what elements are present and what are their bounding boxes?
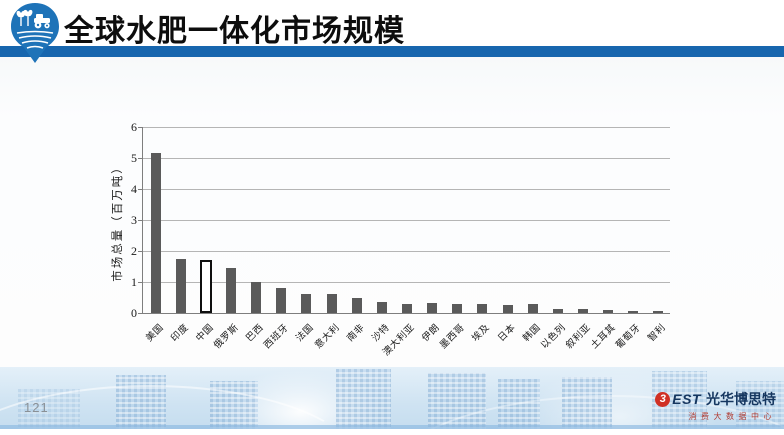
bar-美国 [150, 153, 161, 313]
y-tick-label-6: 6 [131, 120, 137, 134]
footer-band: 121 3 EST 光华博思特 消费大数据中心 [0, 367, 784, 435]
bar-韩国 [527, 303, 538, 313]
gridline-y-6 [143, 126, 670, 128]
title-divider-bar [0, 46, 784, 57]
bar-印度 [175, 258, 186, 313]
bar-意大利 [326, 294, 337, 313]
gridline-y-4 [143, 188, 670, 190]
bar-中国 [199, 260, 212, 313]
brand-est-text: EST [672, 391, 701, 407]
y-tick-label-3: 3 [131, 213, 137, 227]
bar-叙利亚 [578, 309, 588, 313]
y-tick-label-0: 0 [131, 306, 137, 320]
gridline-y-2 [143, 250, 670, 252]
gridline-y-5 [143, 157, 670, 159]
chart-panel: 市场总量（百万吨） 0 1 2 3 4 5 6 美国 印度 中国 俄罗斯 巴西 西班牙 法国 意大利 南非 沙特… [0, 57, 784, 367]
page-number: 121 [24, 400, 49, 415]
y-tick-mark [138, 250, 143, 252]
brand-subtitle: 消费大数据中心 [688, 412, 776, 421]
gridline-y-1 [143, 281, 670, 283]
slide-header: 全球水肥一体化市场规模 [0, 0, 784, 48]
bar-chart-plot-area: 0 1 2 3 4 5 6 美国 印度 中国 俄罗斯 巴西 西班牙 法国 意大利 南非 沙特 澳大利亚 伊朗 墨西哥埃… [131, 120, 670, 358]
best-circle-b-icon: 3 [655, 391, 671, 407]
brand-company-name: 光华博思特 [706, 391, 776, 407]
brand-logo-row: 3 EST 光华博思特 [655, 389, 776, 409]
gridline-y-3 [143, 219, 670, 221]
bar-以色列 [552, 309, 563, 313]
bar-沙特 [376, 302, 387, 313]
y-tick-mark [138, 219, 143, 221]
brand-logo: 3 EST 光华博思特 消费大数据中心 [655, 389, 776, 422]
bar-澳大利亚 [402, 303, 412, 313]
bar-西班牙 [276, 288, 287, 313]
bar-墨西哥 [452, 303, 463, 313]
page-title: 全球水肥一体化市场规模 [64, 15, 405, 48]
bar-法国 [301, 293, 312, 313]
bar-葡萄牙 [628, 311, 639, 313]
y-tick-label-2: 2 [131, 244, 137, 258]
skyline-building [336, 369, 391, 429]
bar-伊朗 [427, 302, 438, 313]
y-tick-label-5: 5 [131, 151, 137, 165]
bar-智利 [653, 311, 664, 313]
y-tick-mark [138, 157, 143, 159]
decorative-arc [0, 385, 360, 435]
bar-俄罗斯 [226, 268, 236, 313]
y-tick-mark [138, 312, 143, 314]
agriculture-pin-logo-icon [9, 2, 61, 64]
bar-土耳其 [603, 309, 614, 313]
bar-日本 [502, 304, 513, 313]
y-tick-label-1: 1 [131, 275, 137, 289]
y-tick-mark [138, 188, 143, 190]
bar-巴西 [251, 282, 262, 313]
bar-埃及 [477, 303, 488, 313]
footer-bottom-strip [0, 425, 784, 429]
y-tick-label-4: 4 [131, 182, 137, 196]
bar-南非 [351, 297, 362, 313]
y-tick-mark [138, 126, 143, 128]
y-tick-mark [138, 281, 143, 283]
